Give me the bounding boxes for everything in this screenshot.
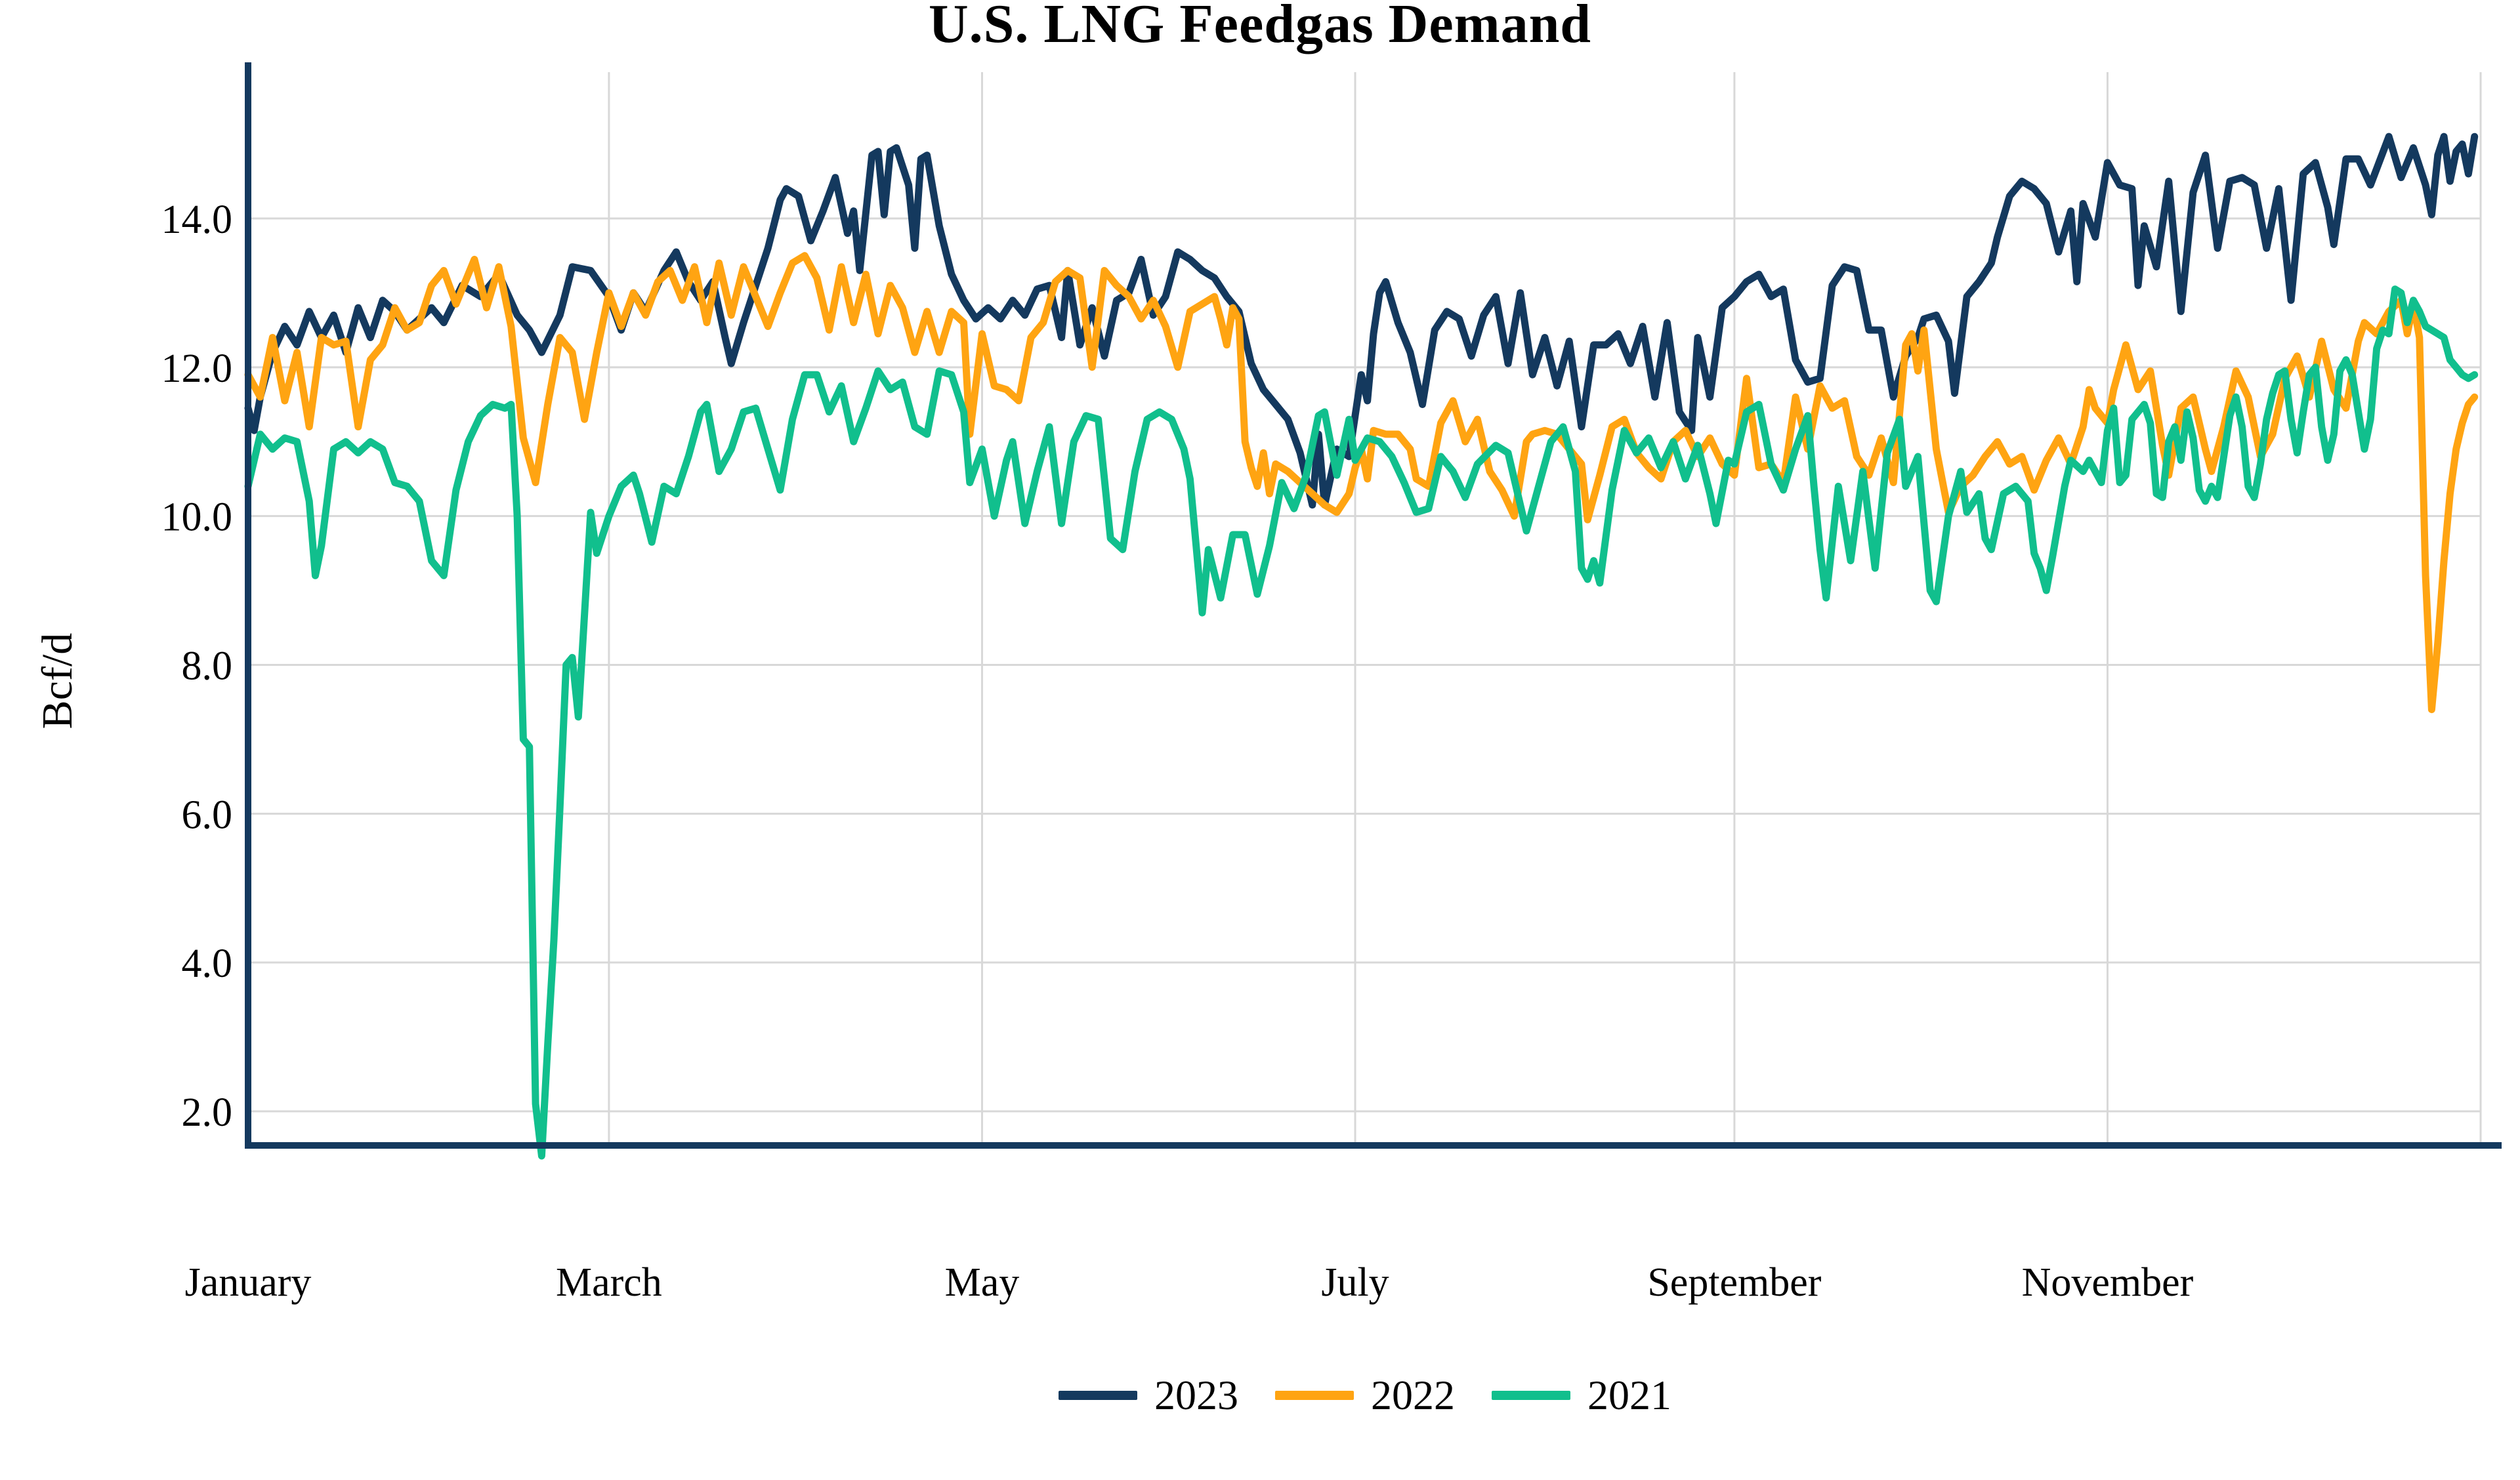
legend-item-2021: 2021 <box>1492 1374 1671 1416</box>
legend-item-2022: 2022 <box>1275 1374 1455 1416</box>
series-line-2023 <box>244 133 2479 509</box>
legend-swatch-2023 <box>1059 1391 1137 1400</box>
y-tick-label-2: 2.0 <box>182 1090 233 1135</box>
legend-swatch-2021 <box>1492 1391 1570 1400</box>
x-tick-label-July: July <box>1321 1260 1389 1305</box>
y-tick-label-14: 14.0 <box>161 197 233 242</box>
y-tick-label-6: 6.0 <box>182 792 233 837</box>
y-tick-label-12: 12.0 <box>161 346 233 391</box>
legend-label-2022: 2022 <box>1371 1372 1455 1418</box>
y-tick-label-8: 8.0 <box>182 644 233 689</box>
chart-title: U.S. LNG Feedgas Demand <box>928 0 1592 54</box>
series-line-2021 <box>244 285 2479 1160</box>
x-tick-label-January: January <box>185 1260 312 1305</box>
legend-label-2021: 2021 <box>1587 1372 1671 1418</box>
x-tick-label-November: November <box>2022 1260 2194 1305</box>
y-tick-label-10: 10.0 <box>161 495 233 540</box>
legend-label-2023: 2023 <box>1154 1372 1238 1418</box>
x-tick-label-May: May <box>945 1260 1020 1305</box>
x-tick-label-March: March <box>556 1260 662 1305</box>
chart-legend: 2023 2022 2021 <box>249 1359 2481 1431</box>
x-tick-label-September: September <box>1647 1260 1821 1305</box>
series-line-2022 <box>244 252 2479 714</box>
legend-swatch-2022 <box>1275 1391 1354 1400</box>
y-tick-label-4: 4.0 <box>182 941 233 986</box>
legend-item-2023: 2023 <box>1059 1374 1238 1416</box>
